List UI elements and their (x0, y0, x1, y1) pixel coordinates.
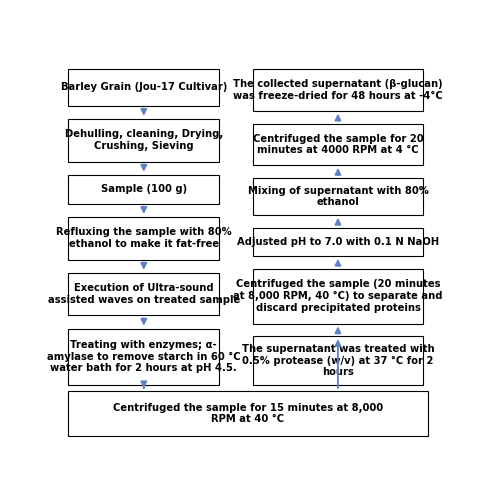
FancyBboxPatch shape (253, 228, 423, 256)
Text: Centrifuged the sample (20 minutes
at 8,000 RPM, 40 °C) to separate and
discard : Centrifuged the sample (20 minutes at 8,… (233, 280, 443, 313)
FancyBboxPatch shape (253, 336, 423, 385)
Text: Centrifuged the sample for 20
minutes at 4000 RPM at 4 °C: Centrifuged the sample for 20 minutes at… (253, 134, 424, 155)
FancyBboxPatch shape (68, 272, 219, 316)
FancyBboxPatch shape (68, 217, 219, 260)
Text: Treating with enzymes; α-
amylase to remove starch in 60 °C
water bath for 2 hou: Treating with enzymes; α- amylase to rem… (47, 340, 241, 374)
Text: Centrifuged the sample for 15 minutes at 8,000
RPM at 40 °C: Centrifuged the sample for 15 minutes at… (113, 402, 383, 424)
Text: Dehulling, cleaning, Drying,
Crushing, Sieving: Dehulling, cleaning, Drying, Crushing, S… (65, 130, 223, 151)
FancyBboxPatch shape (253, 268, 423, 324)
FancyBboxPatch shape (253, 69, 423, 111)
FancyBboxPatch shape (68, 69, 219, 106)
Text: Adjusted pH to 7.0 with 0.1 N NaOH: Adjusted pH to 7.0 with 0.1 N NaOH (237, 237, 439, 247)
Text: Refluxing the sample with 80%
ethanol to make it fat-free: Refluxing the sample with 80% ethanol to… (56, 228, 232, 249)
Text: Execution of Ultra-sound
assisted waves on treated sample: Execution of Ultra-sound assisted waves … (48, 283, 240, 305)
FancyBboxPatch shape (253, 178, 423, 215)
Text: The collected supernatant (β-glucan)
was freeze-dried for 48 hours at -4°C: The collected supernatant (β-glucan) was… (233, 79, 443, 101)
FancyBboxPatch shape (68, 391, 428, 436)
FancyBboxPatch shape (68, 118, 219, 162)
Text: Mixing of supernatant with 80%
ethanol: Mixing of supernatant with 80% ethanol (247, 186, 428, 207)
Text: The supernatant was treated with
0.5% protease (w/v) at 37 °C for 2
hours: The supernatant was treated with 0.5% pr… (242, 344, 434, 378)
Text: Sample (100 g): Sample (100 g) (101, 184, 187, 194)
FancyBboxPatch shape (253, 124, 423, 165)
FancyBboxPatch shape (68, 328, 219, 385)
Text: Barley Grain (Jou-17 Cultivar): Barley Grain (Jou-17 Cultivar) (60, 82, 227, 92)
FancyBboxPatch shape (68, 174, 219, 204)
